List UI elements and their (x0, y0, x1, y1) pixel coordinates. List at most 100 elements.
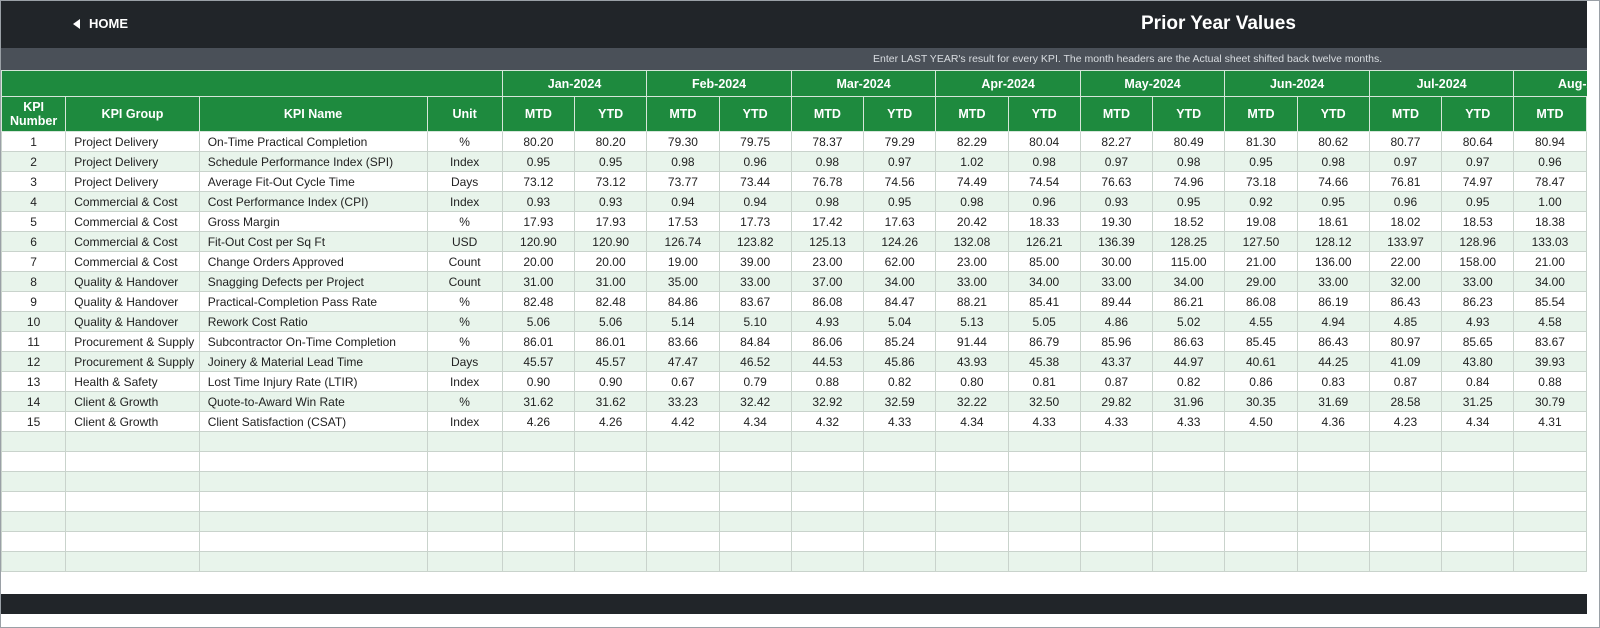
kpi-row: 11 Procurement & Supply Subcontractor On-T… (1, 331, 1587, 352)
cell: 0.83 (1296, 371, 1370, 392)
empty-row (1, 431, 1587, 452)
cell (1007, 551, 1081, 572)
kpi-table: Jan-2024 Feb-2024 Mar-2024 Apr-2024 May-2024… (1, 70, 1587, 572)
cell: 20.00 (574, 251, 648, 272)
cell: 73.77 (646, 171, 720, 192)
cell: 86.63 (1152, 331, 1226, 352)
cell (1585, 531, 1587, 552)
cell: 80.20 (574, 131, 648, 152)
month-header: Aug-2024 (1513, 70, 1587, 97)
cell (1585, 271, 1587, 292)
month-header: Apr-2024 (935, 70, 1081, 97)
cell (426, 431, 503, 452)
cell: 5.04 (863, 311, 937, 332)
month-header: May-2024 (1079, 70, 1226, 97)
cell (1513, 471, 1587, 492)
cell (574, 511, 648, 532)
cell: 79.29 (863, 131, 937, 152)
cell: 32.42 (718, 391, 792, 412)
cell: 5.13 (935, 311, 1009, 332)
cell (198, 491, 428, 512)
cell (1585, 551, 1587, 572)
home-label[interactable]: HOME (89, 16, 128, 31)
cell (1224, 511, 1298, 532)
cell: Average Fit-Out Cycle Time (198, 171, 428, 192)
column-header: Unit (426, 96, 503, 132)
cell: 0.93 (1079, 191, 1154, 212)
cell (1585, 171, 1587, 192)
cell: 86.21 (1152, 291, 1226, 312)
kpi-row: 5 Commercial & Cost Gross Margin% 17.93 17.9… (1, 211, 1587, 232)
cell (501, 511, 576, 532)
cell: 83.67 (1513, 331, 1587, 352)
cell: 82.27 (1079, 131, 1154, 152)
cell: 0.80 (935, 371, 1009, 392)
cell: 0.93 (574, 191, 648, 212)
cell (1152, 431, 1226, 452)
cell: 4.34 (1441, 411, 1515, 432)
sub-header: YTD (1441, 96, 1515, 132)
cell: 31.62 (574, 391, 648, 412)
cell (198, 531, 428, 552)
cell (1585, 371, 1587, 392)
cell: Days (426, 171, 503, 192)
home-button[interactable]: HOME (73, 16, 128, 31)
cell: 31.69 (1296, 391, 1370, 412)
cell: 17.63 (863, 211, 937, 232)
cell: 32.92 (790, 391, 865, 412)
cell: 76.81 (1368, 171, 1443, 192)
cell: 34.00 (1152, 271, 1226, 292)
cell: 4.58 (1513, 311, 1587, 332)
cell: 0.94 (718, 191, 792, 212)
cell: USD (426, 231, 503, 252)
cell: Quality & Handover (65, 311, 200, 332)
kpi-row: 6 Commercial & Cost Fit-Out Cost per Sq Ft… (1, 231, 1587, 252)
note: Enter LAST YEAR's result for every KPI. … (873, 53, 1383, 65)
cell: 78.37 (790, 131, 865, 152)
cell (1152, 511, 1226, 532)
cell: 4.26 (574, 411, 648, 432)
cell: 1 (1, 131, 67, 152)
cell (1224, 451, 1298, 472)
column-header-row: KPI Number KPI Group KPI Name Unit MTD YTD MTD… (1, 96, 1587, 132)
cell: 33.00 (1296, 271, 1370, 292)
cell: 158.00 (1441, 251, 1515, 272)
cell: 0.95 (501, 151, 576, 172)
cell: 41.09 (1368, 351, 1443, 372)
cell: 4 (1, 191, 67, 212)
cell (1368, 431, 1443, 452)
column-header: KPI Number (1, 96, 67, 132)
cell (1368, 551, 1443, 572)
cell: 0.94 (646, 191, 720, 212)
cell: 86.43 (1296, 331, 1370, 352)
cell (1296, 471, 1370, 492)
cell (1368, 471, 1443, 492)
cell: 120.90 (501, 231, 576, 252)
cell: 76.78 (790, 171, 865, 192)
cell: 44.53 (790, 351, 865, 372)
cell: 0.82 (1152, 371, 1226, 392)
cell: Index (426, 371, 503, 392)
cell: 74.49 (935, 171, 1009, 192)
cell: 4.36 (1296, 411, 1370, 432)
sub-header: YTD (1296, 96, 1370, 132)
cell: Days (426, 351, 503, 372)
cell (646, 431, 720, 452)
cell: 5.05 (1007, 311, 1081, 332)
cell (1152, 491, 1226, 512)
cell: 126.21 (1007, 231, 1081, 252)
cell (426, 531, 503, 552)
cell: 0.97 (1079, 151, 1154, 172)
cell: 17.73 (718, 211, 792, 232)
cell: 30.00 (1079, 251, 1154, 272)
cell (790, 471, 865, 492)
cell: Count (426, 251, 503, 272)
cell: Change Orders Approved (198, 251, 428, 272)
cell: Subcontractor On-Time Completion (198, 331, 428, 352)
cell (574, 451, 648, 472)
cell (1152, 471, 1226, 492)
cell (1007, 431, 1081, 452)
cell: 86.43 (1368, 291, 1443, 312)
kpi-row: 1 Project Delivery On-Time Practical Compl… (1, 131, 1587, 152)
